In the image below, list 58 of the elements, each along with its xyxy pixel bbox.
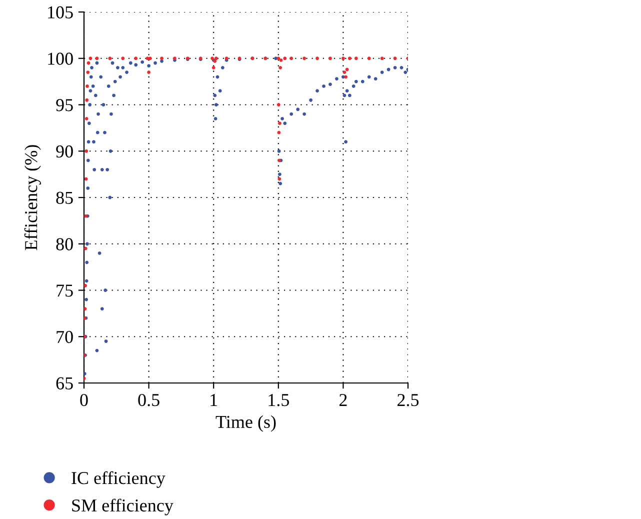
point	[214, 56, 218, 60]
point	[84, 246, 88, 250]
point	[121, 56, 125, 60]
point	[84, 149, 88, 153]
point	[88, 56, 92, 60]
x-tick-label: 1.5	[268, 394, 289, 406]
y-tick-label: 105	[48, 6, 73, 18]
point	[86, 70, 90, 74]
point	[277, 130, 281, 134]
point	[276, 56, 280, 60]
point	[342, 70, 346, 74]
point	[328, 56, 332, 60]
point	[316, 56, 319, 60]
point	[278, 122, 282, 125]
point	[278, 66, 282, 70]
point	[348, 56, 352, 60]
point	[134, 56, 138, 60]
y-tick-label: 85	[56, 192, 73, 204]
point	[283, 56, 287, 60]
legend-label: IC efficiency	[72, 471, 166, 488]
y-tick-label: 75	[56, 284, 73, 297]
point	[212, 66, 216, 70]
point	[84, 307, 87, 310]
x-tick-label: 0	[80, 394, 88, 406]
y-axis-title: Efficiency (%)	[24, 145, 41, 250]
point	[344, 75, 348, 79]
point	[84, 177, 88, 181]
x-tick-label: 2	[339, 394, 347, 406]
y-tick-label: 100	[48, 52, 73, 65]
x-tick-label: 2.5	[398, 394, 419, 406]
point	[85, 98, 89, 102]
y-tick-label: 70	[56, 330, 73, 344]
point	[147, 70, 150, 74]
x-tick-label: 1	[210, 394, 218, 406]
point	[276, 103, 280, 106]
x-axis-title: Time (s)	[216, 415, 276, 432]
point	[95, 56, 99, 60]
x-tick-label: 0.5	[138, 394, 160, 406]
y-tick-label: 90	[56, 145, 73, 158]
point	[367, 56, 371, 60]
y-tick-label: 80	[56, 238, 73, 250]
point	[290, 56, 294, 60]
legend-label: SM efficiency	[72, 498, 174, 516]
point	[84, 284, 87, 288]
point	[302, 56, 306, 60]
point	[86, 84, 89, 88]
point	[278, 177, 282, 181]
point	[148, 56, 152, 60]
point	[354, 56, 358, 60]
point	[160, 56, 164, 60]
point	[342, 56, 345, 60]
point	[279, 58, 283, 62]
point	[84, 116, 88, 120]
y-tick-label: 95	[56, 99, 73, 112]
point	[108, 56, 112, 60]
point	[393, 56, 397, 60]
y-tick-label: 65	[56, 377, 73, 390]
point	[380, 56, 384, 60]
